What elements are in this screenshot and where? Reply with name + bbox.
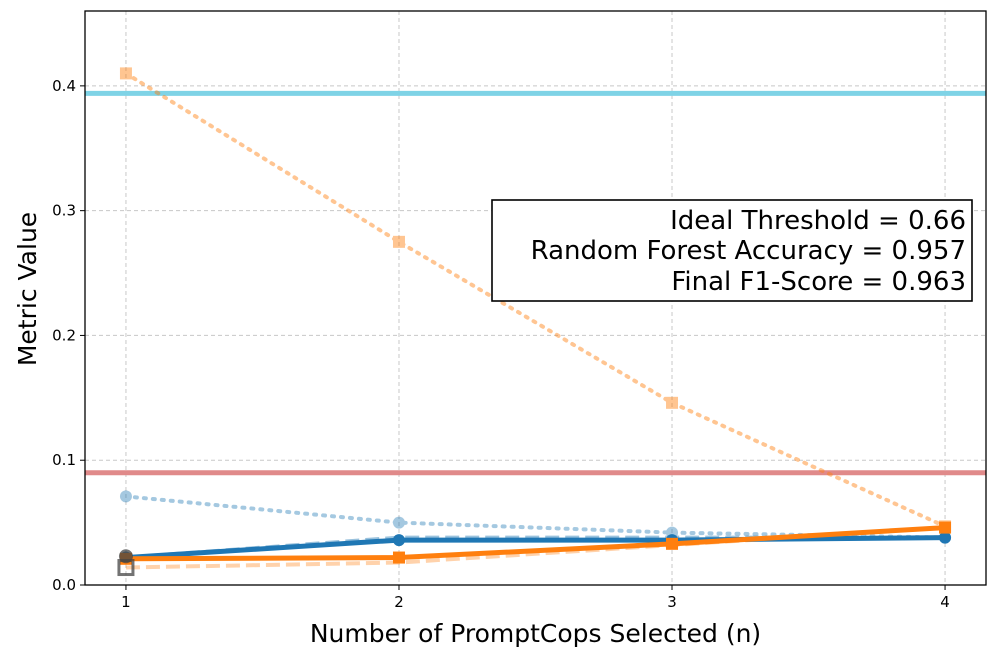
plot-frame — [84, 10, 987, 586]
data-point — [666, 396, 679, 409]
y-tick-label: 0.4 — [52, 77, 76, 95]
series-line — [125, 525, 946, 562]
series-line — [125, 535, 946, 561]
reference-lines — [85, 90, 986, 476]
data-point — [939, 521, 952, 534]
y-tick-label: 0.1 — [52, 451, 76, 469]
annotation-box: Ideal Threshold = 0.66 Random Forest Acc… — [491, 199, 973, 302]
series-line — [123, 494, 948, 540]
annotation-border — [491, 199, 973, 302]
y-tick-label: 0.2 — [52, 326, 76, 344]
data-point — [666, 537, 679, 550]
annotation-line: Final F1-Score = 0.963 — [671, 267, 966, 297]
annotation-line: Random Forest Accuracy = 0.957 — [531, 236, 966, 266]
series-line — [123, 71, 948, 529]
x-axis-label: Number of PromptCops Selected (n) — [310, 619, 761, 648]
data-point — [119, 490, 132, 503]
data-point — [119, 67, 132, 80]
y-axis-label: Metric Value — [13, 212, 42, 366]
data-point — [392, 551, 405, 564]
data-point — [392, 235, 405, 248]
start-markers — [117, 549, 135, 577]
data-point — [939, 531, 952, 544]
x-axis-ticks: 1 2 3 4 — [121, 585, 950, 611]
y-tick-label: 0.0 — [52, 576, 76, 594]
annotation-line: Ideal Threshold = 0.66 — [670, 206, 966, 236]
y-axis-ticks: 0.0 0.1 0.2 0.3 0.4 — [52, 77, 85, 594]
x-tick-label: 1 — [121, 593, 131, 611]
x-tick-label: 4 — [940, 593, 950, 611]
start-marker-square — [117, 559, 135, 577]
data-point — [392, 534, 405, 547]
x-tick-label: 2 — [394, 593, 404, 611]
y-tick-label: 0.3 — [52, 202, 76, 220]
series — [119, 521, 952, 565]
series-group — [117, 67, 952, 577]
x-tick-label: 3 — [667, 593, 677, 611]
data-point — [392, 516, 405, 529]
